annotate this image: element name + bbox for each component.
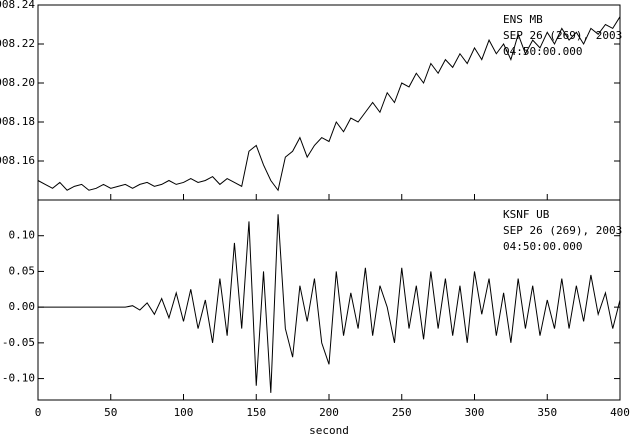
trace-line [37, 16, 621, 192]
x-tick-label: 150 [246, 406, 266, 419]
annotation: SEP 26 (269), 2003 [503, 224, 622, 237]
x-tick-label: 400 [610, 406, 630, 419]
y-tick-label: 1008.24 [0, 0, 35, 11]
y-tick-label: 1008.22 [0, 37, 35, 50]
annotation: 04:50:00.000 [503, 240, 582, 253]
x-tick-label: 300 [465, 406, 485, 419]
annotation: KSNF UB [503, 208, 550, 221]
y-tick-label: -0.10 [2, 372, 35, 385]
x-tick-label: 200 [319, 406, 339, 419]
y-tick-label: 0.10 [9, 229, 36, 242]
y-tick-label: 1008.20 [0, 76, 35, 89]
y-tick-label: 1008.18 [0, 115, 35, 128]
annotation: SEP 26 (269), 2003 [503, 29, 622, 42]
x-axis-label: second [309, 424, 349, 436]
x-tick-label: 250 [392, 406, 412, 419]
y-tick-label: 0.05 [9, 264, 36, 277]
x-tick-label: 350 [537, 406, 557, 419]
x-tick-label: 50 [104, 406, 117, 419]
y-tick-label: -0.05 [2, 336, 35, 349]
x-tick-label: 100 [174, 406, 194, 419]
annotation: ENS MB [503, 13, 543, 26]
trace-line [38, 214, 621, 393]
x-tick-label: 0 [35, 406, 42, 419]
y-tick-label: 1008.16 [0, 154, 35, 167]
y-tick-label: 0.00 [9, 300, 36, 313]
